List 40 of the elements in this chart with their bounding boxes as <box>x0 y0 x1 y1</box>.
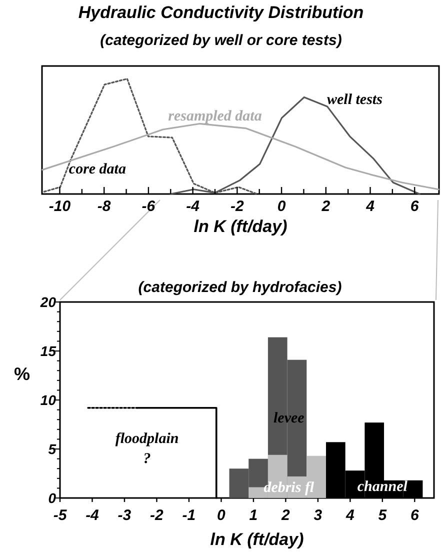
x-tick-label: -4 <box>86 507 100 524</box>
x-tick-label: 6 <box>410 507 420 524</box>
chart-subtitle: (categorized by well or core tests) <box>100 32 342 49</box>
y-tick-label: 0 <box>48 490 56 506</box>
x-tick-label: -3 <box>118 507 132 524</box>
y-tick-label: 20 <box>39 294 56 310</box>
x-tick-label: 0 <box>217 507 226 524</box>
series-label: floodplain <box>115 431 179 448</box>
series-label: core data <box>68 161 126 178</box>
series-label: channel <box>357 479 408 496</box>
series-label: debris fl <box>264 480 315 496</box>
x-tick-label: 3 <box>314 507 323 524</box>
y-tick-label: 5 <box>48 441 56 457</box>
x-axis-title: ln K (ft/day) <box>194 217 288 236</box>
x-tick-label: 1 <box>249 507 258 524</box>
series-label: resampled data <box>168 108 262 124</box>
x-tick-label: 6 <box>410 198 420 215</box>
series-label: levee <box>274 410 305 427</box>
x-tick-label: 4 <box>345 507 355 524</box>
chart-title: (categorized by hydrofacies) <box>138 279 342 296</box>
x-tick-label: -2 <box>230 198 244 215</box>
x-tick-label: 2 <box>320 198 331 215</box>
x-tick-label: -2 <box>150 507 164 524</box>
x-tick-label: -8 <box>97 198 112 215</box>
y-axis-title: % <box>14 364 30 384</box>
x-tick-label: -4 <box>186 198 200 215</box>
y-tick-label: 10 <box>40 392 56 408</box>
x-tick-label: -5 <box>53 507 68 524</box>
chart-title: Hydraulic Conductivity Distribution <box>78 3 364 22</box>
x-tick-label: 2 <box>280 507 291 524</box>
y-tick-label: 15 <box>40 343 56 359</box>
x-tick-label: -10 <box>48 198 72 215</box>
x-tick-label: -1 <box>182 507 196 524</box>
series-label: well tests <box>327 92 383 108</box>
x-tick-label: 5 <box>378 507 388 524</box>
x-tick-label: 4 <box>365 198 376 215</box>
annotation: ? <box>143 451 151 468</box>
x-axis-title: ln K (ft/day) <box>210 530 304 549</box>
x-tick-label: -6 <box>142 198 156 215</box>
x-tick-label: 0 <box>277 198 286 215</box>
